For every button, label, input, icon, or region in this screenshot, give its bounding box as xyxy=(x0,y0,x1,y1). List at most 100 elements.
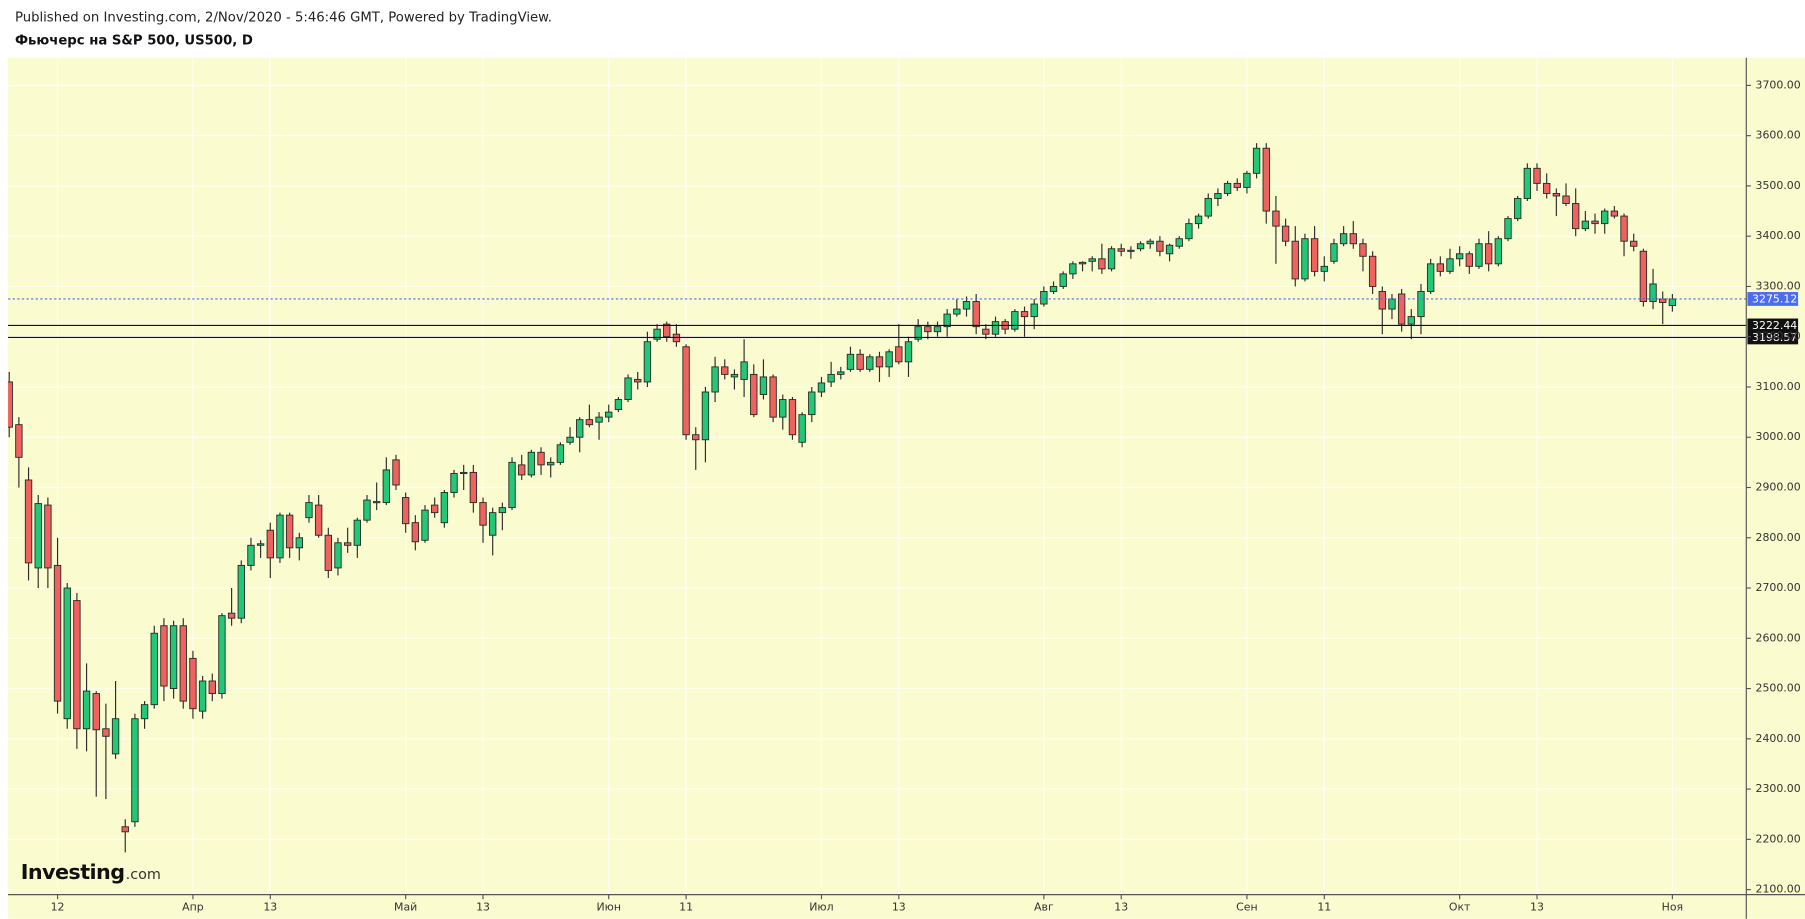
candle-body xyxy=(1533,167,1541,184)
candle-body xyxy=(121,826,129,833)
y-tick-label: 2500.00 xyxy=(1756,682,1801,695)
candle-body xyxy=(1475,243,1483,267)
candle-body xyxy=(1252,147,1261,174)
watermark-suffix: .com xyxy=(126,867,161,883)
candle-body xyxy=(382,469,391,504)
candle-body xyxy=(227,612,236,619)
candle-body xyxy=(508,461,516,509)
candle-body xyxy=(1320,265,1328,272)
candle-body xyxy=(1455,253,1464,260)
candle-body xyxy=(1310,238,1319,272)
candle-body xyxy=(808,391,816,416)
candle-body xyxy=(363,499,371,521)
candle-body xyxy=(295,537,303,549)
candle-body xyxy=(140,704,149,720)
x-tick-label: 11 xyxy=(679,900,693,913)
candle-body xyxy=(547,461,555,466)
candle-body xyxy=(895,346,903,363)
y-tick-label: 2900.00 xyxy=(1756,481,1801,494)
candle-body xyxy=(1339,233,1348,245)
x-tick-label: Апр xyxy=(182,900,204,913)
candle-body xyxy=(150,632,158,706)
axes: 2100.00 2200.00 2300.00 2400.00 2500.00 2600.… xyxy=(51,78,1801,913)
candle-body xyxy=(537,451,545,466)
y-tick-label: 3200.00 xyxy=(1756,330,1801,343)
candle-body xyxy=(614,399,623,411)
candle-body xyxy=(63,587,71,720)
candle-body xyxy=(1030,303,1038,318)
candle-body xyxy=(440,492,449,524)
candle-body xyxy=(692,434,700,441)
candle-body xyxy=(866,356,874,370)
candle-body xyxy=(1562,195,1570,204)
candle-body xyxy=(1591,220,1599,225)
candle-body xyxy=(160,625,168,687)
candle-body xyxy=(643,341,652,383)
candle-body xyxy=(1069,263,1077,275)
y-tick-label: 3300.00 xyxy=(1756,279,1801,292)
x-tick-label: 13 xyxy=(1530,900,1544,913)
chart-background xyxy=(8,57,1805,919)
candle-body xyxy=(479,502,487,526)
x-tick-label: Май xyxy=(394,900,417,913)
candle-body xyxy=(421,509,429,541)
candle-body xyxy=(1281,225,1290,242)
candle-body xyxy=(198,680,207,712)
candle-body xyxy=(334,542,342,569)
y-tick-label: 2100.00 xyxy=(1756,883,1801,896)
candle-body xyxy=(518,464,526,476)
chart-title: Фьючерс на S&P 500, US500, D xyxy=(15,33,253,48)
candle-body xyxy=(1301,238,1309,280)
candle-body xyxy=(1649,283,1657,302)
candle-body xyxy=(576,419,584,438)
candle-body xyxy=(1088,258,1096,262)
published-note: Published on Investing.com, 2/Nov/2020 -… xyxy=(15,10,552,25)
candle-body xyxy=(856,353,864,370)
candle-body xyxy=(721,366,729,375)
level-tag xyxy=(1747,318,1799,333)
candle-body xyxy=(1146,240,1154,245)
candle-body xyxy=(1156,240,1164,252)
candle-body xyxy=(605,411,613,418)
candle-body xyxy=(24,479,33,564)
y-tick-label: 3500.00 xyxy=(1756,179,1801,192)
candle-body xyxy=(1107,248,1116,270)
y-tick-label: 2800.00 xyxy=(1756,531,1801,544)
candle-body xyxy=(82,690,91,730)
candle-body xyxy=(556,444,565,463)
candle-body xyxy=(1601,210,1609,225)
x-tick-label: Июн xyxy=(596,900,621,913)
candle-body xyxy=(469,471,478,504)
candle-body xyxy=(1127,249,1135,252)
candle-body xyxy=(1388,298,1396,310)
candle-body xyxy=(189,657,197,710)
y-tick-label: 3400.00 xyxy=(1756,229,1801,242)
candle-body xyxy=(266,529,274,559)
y-tick-label: 2600.00 xyxy=(1756,631,1801,644)
level-tag-label: 3198.57 xyxy=(1752,331,1797,344)
candle-body xyxy=(1513,198,1522,220)
candle-body xyxy=(1630,240,1638,247)
candle-body xyxy=(324,534,332,571)
level-tag xyxy=(1747,330,1799,345)
y-tick-label: 2700.00 xyxy=(1756,581,1801,594)
candle-body xyxy=(131,718,139,823)
candle-body xyxy=(1011,311,1019,330)
candle-body xyxy=(924,326,932,333)
candle-body xyxy=(827,373,835,383)
candle-body xyxy=(1426,263,1435,292)
candle-body xyxy=(218,615,226,695)
candle-body xyxy=(904,341,913,363)
candle-body xyxy=(169,625,178,690)
candle-body xyxy=(1581,220,1590,230)
candle-body xyxy=(73,600,81,730)
candle-body xyxy=(8,381,13,428)
candle-body xyxy=(788,399,797,436)
x-tick-label: 13 xyxy=(263,900,277,913)
candle-body xyxy=(711,366,719,393)
x-tick-label: 13 xyxy=(892,900,906,913)
candle-body xyxy=(798,414,806,443)
candle-body xyxy=(276,514,284,559)
